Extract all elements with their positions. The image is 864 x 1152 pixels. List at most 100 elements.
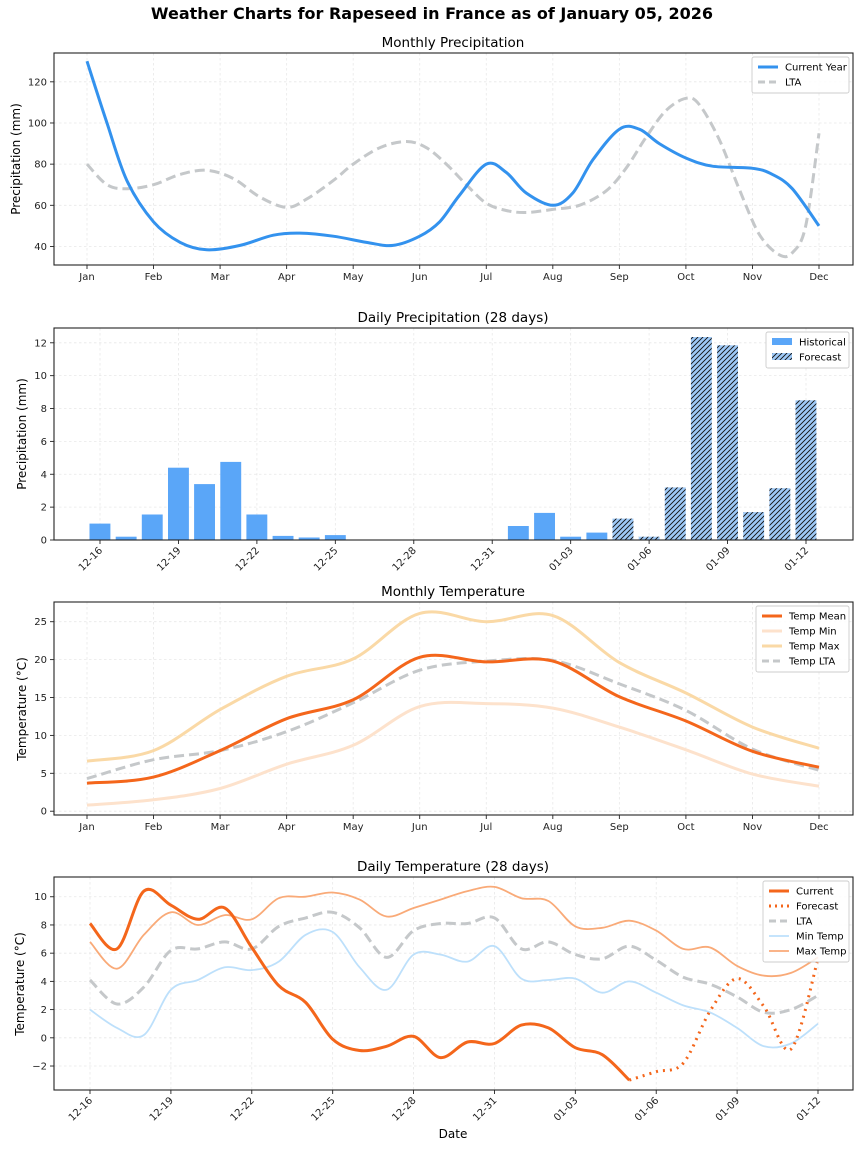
x-tick-label: 12-16	[77, 545, 105, 573]
forecast-bar	[664, 487, 686, 540]
historical-bar	[272, 535, 294, 540]
forecast-bar	[795, 400, 817, 540]
min-temp-line	[89, 928, 819, 1049]
legend-item: Temp Max	[762, 642, 840, 653]
x-tick-label: 12-19	[155, 545, 183, 573]
x-tick-label: Jun	[411, 272, 428, 283]
historical-bar	[324, 535, 346, 540]
legend-label: Historical	[799, 338, 846, 349]
x-tick-label: May	[343, 272, 364, 283]
lta-line	[85, 96, 821, 259]
x-tick-label: Apr	[278, 822, 296, 833]
y-tick-label: 20	[34, 655, 47, 666]
historical-bar	[194, 484, 215, 540]
x-tick-label: 01-12	[795, 1095, 823, 1123]
chart-title: Daily Precipitation (28 days)	[358, 310, 549, 326]
y-tick-label: 2	[41, 503, 47, 514]
x-tick-label: 01-09	[704, 545, 732, 573]
historical-bar	[141, 514, 163, 540]
x-tick-label: Dec	[809, 272, 828, 283]
axes-frame	[53, 52, 854, 266]
series-layer	[85, 60, 821, 259]
y-tick-label: 0	[41, 807, 47, 818]
x-tick-label: 12-19	[148, 1095, 176, 1123]
y-tick-label: 10	[34, 371, 47, 382]
y-tick-label: 40	[34, 242, 47, 253]
historical-bar	[534, 512, 555, 540]
historical-bar	[168, 467, 189, 540]
series-layer	[86, 610, 820, 807]
y-tick-label: 8	[41, 404, 47, 415]
legend-item: LTA	[769, 917, 813, 928]
x-tick-label: May	[343, 822, 364, 833]
historical-bar	[507, 526, 529, 540]
x-tick-label: Oct	[677, 822, 694, 833]
legend-item: Temp LTA	[762, 657, 835, 668]
legend-label: Temp Max	[788, 642, 840, 653]
y-tick-label: 12	[34, 338, 47, 349]
x-tick-label: Apr	[278, 272, 296, 283]
x-tick-label: Nov	[743, 272, 763, 283]
forecast-bar	[690, 337, 712, 540]
series-layer	[88, 885, 820, 1082]
legend-item: Forecast	[769, 902, 838, 913]
historical-legend-swatch	[772, 338, 792, 345]
daily-temperature-chart: Daily Temperature (28 days) 12-16 12-19 12…	[13, 859, 854, 1141]
y-axis-label: Precipitation (mm)	[15, 378, 29, 490]
x-tick-label: 01-12	[783, 545, 811, 573]
y-tick-label: 60	[34, 201, 47, 212]
legend-item: Current	[769, 887, 834, 898]
chart-title: Daily Temperature (28 days)	[357, 859, 549, 875]
x-tick-label: Aug	[543, 822, 563, 833]
x-tick-label: 01-06	[626, 545, 654, 573]
x-tick-label: 12-16	[67, 1095, 95, 1123]
legend-item: LTA	[758, 78, 802, 89]
historical-bar	[246, 514, 268, 540]
y-tick-label: −2	[32, 1062, 47, 1073]
forecast-bar	[743, 512, 765, 540]
x-tick-label: Nov	[743, 822, 763, 833]
x-tick-label: Jan	[78, 822, 94, 833]
x-tick-label: Sep	[610, 272, 629, 283]
x-tick-label: 12-31	[469, 545, 497, 573]
y-tick-label: 0	[41, 536, 47, 547]
legend-label: LTA	[785, 78, 802, 89]
legend-label: Max Temp	[796, 947, 847, 958]
monthly-precipitation-chart: Monthly Precipitation Jan Feb Mar Apr May Jun…	[9, 35, 854, 283]
forecast-bar	[769, 488, 791, 540]
y-tick-label: 2	[41, 1005, 47, 1016]
lta-line	[88, 910, 819, 1015]
current-line	[88, 887, 631, 1082]
legend-label: LTA	[796, 917, 813, 928]
forecast-line	[628, 958, 820, 1082]
y-tick-label: 6	[41, 949, 47, 960]
x-tick-label: Jun	[411, 822, 428, 833]
y-tick-label: 80	[34, 160, 47, 171]
monthly-temperature-chart: Monthly Temperature Jan Feb Mar Apr May Jun Ju…	[15, 584, 854, 833]
historical-bar	[560, 536, 582, 540]
y-tick-label: 100	[28, 118, 47, 129]
x-axis-label: Date	[439, 1127, 468, 1141]
current-year-line	[85, 60, 821, 252]
chart-title: Monthly Precipitation	[382, 35, 525, 51]
x-tick-label: Aug	[543, 272, 563, 283]
x-tick-label: 01-03	[552, 1095, 580, 1123]
y-axis-label: Temperature (°C)	[13, 932, 27, 1037]
x-tick-label: Sep	[610, 822, 629, 833]
max-temp-line	[89, 885, 819, 978]
legend-label: Temp LTA	[788, 657, 835, 668]
y-tick-label: 10	[34, 892, 47, 903]
x-tick-label: Jul	[479, 272, 492, 283]
y-tick-label: 8	[41, 920, 47, 931]
grid	[54, 53, 853, 265]
legend-item: Historical	[772, 338, 846, 349]
legend-item: Temp Min	[762, 627, 837, 638]
x-tick-label: 01-09	[714, 1095, 742, 1123]
x-tick-label: Mar	[211, 822, 231, 833]
y-tick-label: 6	[41, 437, 47, 448]
legend-label: Temp Min	[788, 627, 837, 638]
x-tick-label: Feb	[145, 272, 163, 283]
historical-bar	[220, 461, 242, 540]
forecast-bar	[638, 536, 660, 540]
